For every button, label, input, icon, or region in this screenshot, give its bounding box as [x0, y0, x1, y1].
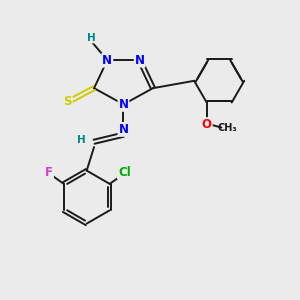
Text: CH₃: CH₃	[218, 122, 237, 133]
Text: N: N	[135, 54, 145, 67]
Text: H: H	[77, 135, 86, 145]
Text: O: O	[202, 118, 212, 131]
Text: H: H	[87, 32, 95, 43]
Text: N: N	[102, 54, 112, 67]
Text: Cl: Cl	[118, 166, 131, 178]
Text: S: S	[63, 95, 72, 108]
Text: N: N	[118, 123, 128, 136]
Text: F: F	[45, 166, 53, 178]
Text: N: N	[118, 98, 128, 111]
